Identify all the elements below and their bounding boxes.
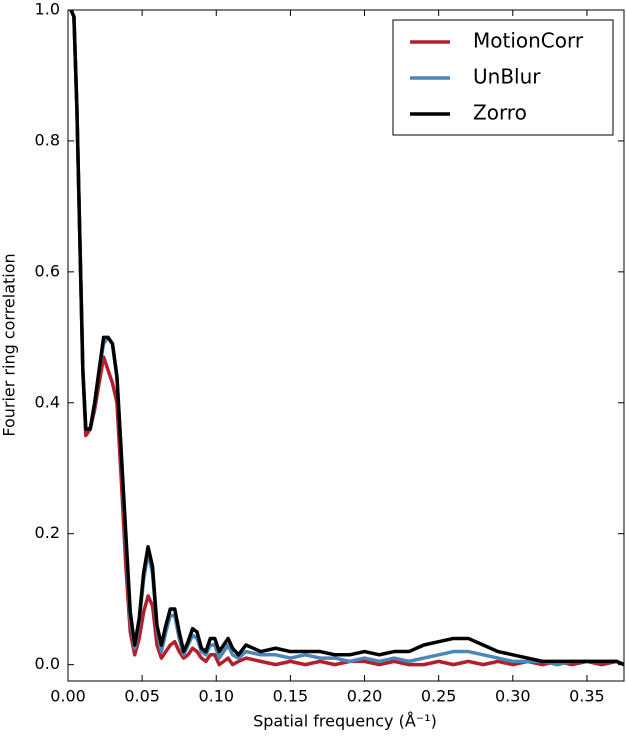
y-tick-label: 0.8 (35, 130, 60, 149)
x-tick-label: 0.05 (124, 687, 160, 706)
x-tick-label: 0.30 (495, 687, 531, 706)
y-tick-label: 0.2 (35, 523, 60, 542)
series-line (69, 10, 624, 667)
plot-frame (67, 9, 625, 682)
y-tick-label: 0.6 (35, 261, 60, 280)
legend-label: Zorro (473, 101, 527, 125)
x-tick-label: 0.00 (50, 687, 86, 706)
x-axis-label: Spatial frequency (Å⁻¹) (253, 712, 437, 731)
legend-label: UnBlur (473, 65, 541, 89)
series-line (69, 10, 624, 667)
y-tick-label: 1.0 (35, 0, 60, 19)
x-tick-label: 0.10 (198, 687, 234, 706)
x-tick-label: 0.20 (347, 687, 383, 706)
y-tick-label: 0.0 (35, 654, 60, 673)
x-tick-label: 0.25 (421, 687, 457, 706)
x-tick-label: 0.15 (273, 687, 309, 706)
legend-label: MotionCorr (473, 29, 584, 53)
y-axis-label: Fourier ring correlation (0, 253, 19, 436)
x-tick-label: 0.35 (569, 687, 605, 706)
y-tick-label: 0.4 (35, 392, 60, 411)
